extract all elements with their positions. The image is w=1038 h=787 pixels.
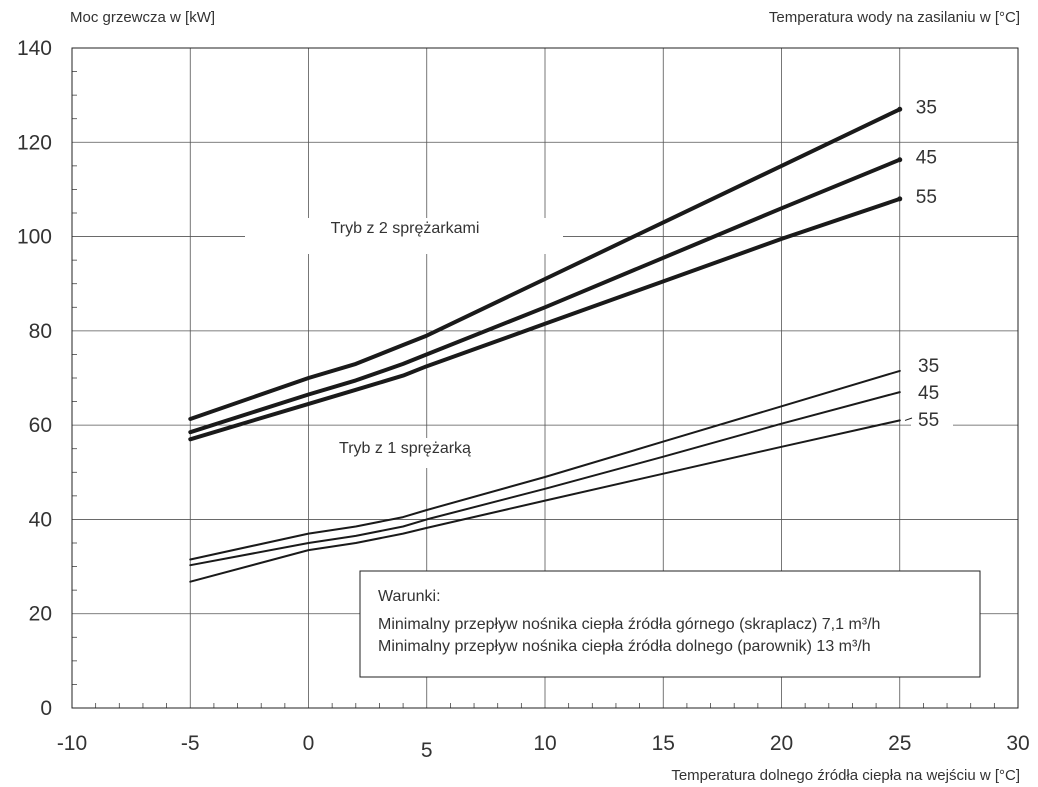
mode-label-gaps xyxy=(245,218,563,468)
conditions-frame xyxy=(359,570,981,678)
plot-frame xyxy=(71,47,1019,709)
y-tick-label: 0 xyxy=(40,697,52,720)
series-label: 55 xyxy=(916,187,937,208)
conditions-line-2: Minimalny przepływ nośnika ciepła źródła… xyxy=(378,638,871,655)
series-line xyxy=(189,419,901,583)
y-tick-label: 20 xyxy=(29,603,52,626)
label-leader xyxy=(904,417,913,421)
series-label: 35 xyxy=(916,97,937,118)
series-lines xyxy=(188,106,903,583)
series-line xyxy=(188,157,902,435)
mode-label-1-compressor: Tryb z 1 sprężarką xyxy=(339,440,471,457)
mode-label-gap xyxy=(320,438,490,468)
minor-ticks xyxy=(72,71,995,708)
x-tick-labels: -10 -5 0 5 10 15 20 25 30 xyxy=(57,732,1030,762)
mode-label-2-compressors: Tryb z 2 sprężarkami xyxy=(331,220,480,237)
y-tick-label: 120 xyxy=(17,131,52,154)
series-line xyxy=(189,391,901,567)
series-label: 45 xyxy=(916,148,937,169)
y-tick-label: 60 xyxy=(29,414,52,437)
y-tick-label: 80 xyxy=(29,320,52,343)
mode-label-gap xyxy=(245,218,563,254)
series-line xyxy=(188,196,902,442)
conditions-line-1: Minimalny przepływ nośnika ciepła źródła… xyxy=(378,616,880,633)
conditions-title: Warunki: xyxy=(378,588,441,605)
y-tick-label: 40 xyxy=(29,508,52,531)
y-tick-label: 140 xyxy=(17,37,52,60)
series-end-marker xyxy=(897,196,903,202)
x-tick-label: 5 xyxy=(421,739,433,762)
x-tick-label: 10 xyxy=(533,732,556,755)
series-line xyxy=(189,369,901,561)
conditions-box: Warunki: Minimalny przepływ nośnika ciep… xyxy=(359,570,981,678)
x-tick-label: 15 xyxy=(652,732,675,755)
series-line xyxy=(188,107,902,421)
x-tick-label: 0 xyxy=(303,732,315,755)
series-label: 55 xyxy=(918,410,939,431)
y-tick-labels: 0 20 40 60 80 100 120 140 xyxy=(17,37,52,720)
series-end-marker xyxy=(897,157,903,163)
x-tick-label: -5 xyxy=(181,732,200,755)
x-tick-label: 30 xyxy=(1006,732,1029,755)
x-tick-label: -10 xyxy=(57,732,87,755)
x-axis-label: Temperatura dolnego źródła ciepła na wej… xyxy=(671,767,1020,784)
x-tick-label: 25 xyxy=(888,732,911,755)
x-tick-label: 20 xyxy=(770,732,793,755)
series-label: 35 xyxy=(918,356,939,377)
series-labels: 35 45 55 35 45 55 xyxy=(904,97,953,433)
legend-title: Temperatura wody na zasilaniu w [°C] xyxy=(769,9,1020,26)
series-label: 45 xyxy=(918,383,939,404)
y-axis-label: Moc grzewcza w [kW] xyxy=(70,9,215,26)
series-end-marker xyxy=(897,106,903,112)
y-tick-label: 100 xyxy=(17,226,52,249)
